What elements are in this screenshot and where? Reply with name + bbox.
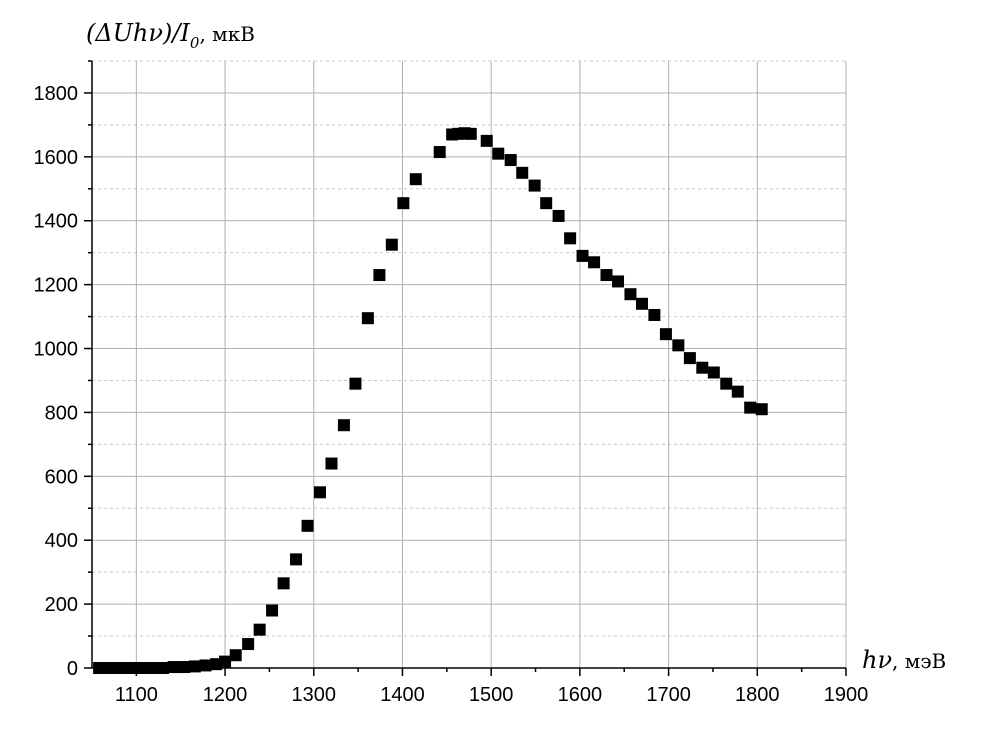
data-point <box>433 146 446 159</box>
data-point <box>219 655 232 668</box>
data-point <box>373 269 386 282</box>
x-tick-label: 1700 <box>646 684 691 706</box>
y-tick-label: 1600 <box>34 147 79 169</box>
data-point <box>648 308 661 321</box>
y-tick-label: 1000 <box>34 339 79 361</box>
data-point <box>167 661 180 674</box>
data-point <box>744 401 757 414</box>
data-point <box>277 577 290 590</box>
data-point <box>103 662 116 674</box>
data-point <box>349 377 362 390</box>
data-point <box>696 361 709 374</box>
data-point <box>178 661 191 674</box>
x-tick-label: 1100 <box>115 684 158 706</box>
data-point <box>229 649 242 662</box>
data-point <box>242 638 255 651</box>
data-point <box>114 662 127 674</box>
data-points <box>93 127 768 674</box>
data-point <box>199 659 212 672</box>
data-point <box>135 662 148 674</box>
y-tick-label: 800 <box>45 402 78 424</box>
data-point <box>683 352 696 365</box>
data-point <box>313 486 326 499</box>
data-point <box>397 197 410 210</box>
data-point <box>480 134 493 147</box>
y-tick-label: 1400 <box>34 211 79 233</box>
data-point <box>624 288 637 301</box>
data-point <box>672 339 685 352</box>
data-point <box>337 419 350 432</box>
x-axis-title-unit: , мэВ <box>892 649 946 673</box>
data-point <box>290 553 303 566</box>
y-tick-label: 600 <box>45 466 78 488</box>
x-axis-title-lead: hν <box>862 646 892 674</box>
y-tick-label: 0 <box>67 658 78 680</box>
x-tick-labels: 1100 1200 1300 1400 1500 1600 1700 1800 1900 <box>115 684 868 706</box>
y-axis-title-subscript: 0 <box>190 34 200 52</box>
data-point <box>528 179 541 192</box>
data-point <box>659 328 672 341</box>
data-point <box>635 297 648 310</box>
x-tick-label: 1400 <box>380 684 425 706</box>
y-tick-label: 1200 <box>34 275 79 297</box>
y-tick-label: 400 <box>45 530 78 552</box>
y-tick-labels: 0 200 400 600 800 1000 1200 1400 1600 1800 <box>34 83 79 680</box>
data-point <box>707 366 720 379</box>
x-tick-label: 1900 <box>824 684 869 706</box>
data-point <box>93 662 106 674</box>
data-point <box>464 127 477 140</box>
data-point <box>564 232 577 245</box>
data-point <box>504 154 517 167</box>
x-tick-label: 1800 <box>735 684 780 706</box>
data-point <box>409 173 422 186</box>
grid <box>92 60 847 669</box>
data-point <box>385 238 398 251</box>
y-tick-label: 200 <box>45 594 78 616</box>
data-point <box>600 269 613 282</box>
x-tick-label: 1300 <box>292 684 337 706</box>
y-tick-label: 1800 <box>34 83 79 105</box>
data-point <box>253 623 266 636</box>
data-point <box>361 312 374 325</box>
data-point <box>266 604 279 617</box>
y-axis-title-unit: , мкВ <box>199 22 254 46</box>
data-point <box>325 457 338 470</box>
data-point <box>755 403 768 416</box>
data-point <box>492 147 505 160</box>
data-point <box>146 662 159 674</box>
x-tick-label: 1200 <box>203 684 248 706</box>
data-point <box>125 662 138 674</box>
data-point <box>720 377 733 390</box>
axes <box>84 60 847 676</box>
data-point <box>188 660 201 673</box>
data-point <box>516 166 529 179</box>
data-point <box>552 209 565 222</box>
data-point <box>301 519 314 532</box>
data-point <box>156 662 169 674</box>
data-point <box>731 385 744 398</box>
y-axis-title: (ΔUhν)/I0, мкВ <box>86 19 255 52</box>
x-tick-label: 1500 <box>469 684 514 706</box>
data-point <box>612 275 625 288</box>
x-axis-title: hν, мэВ <box>862 646 946 674</box>
data-point <box>540 197 553 210</box>
data-point <box>576 249 589 262</box>
y-axis-title-lead: (ΔUhν)/I <box>86 19 190 47</box>
x-tick-label: 1600 <box>558 684 603 706</box>
data-point <box>588 256 601 269</box>
